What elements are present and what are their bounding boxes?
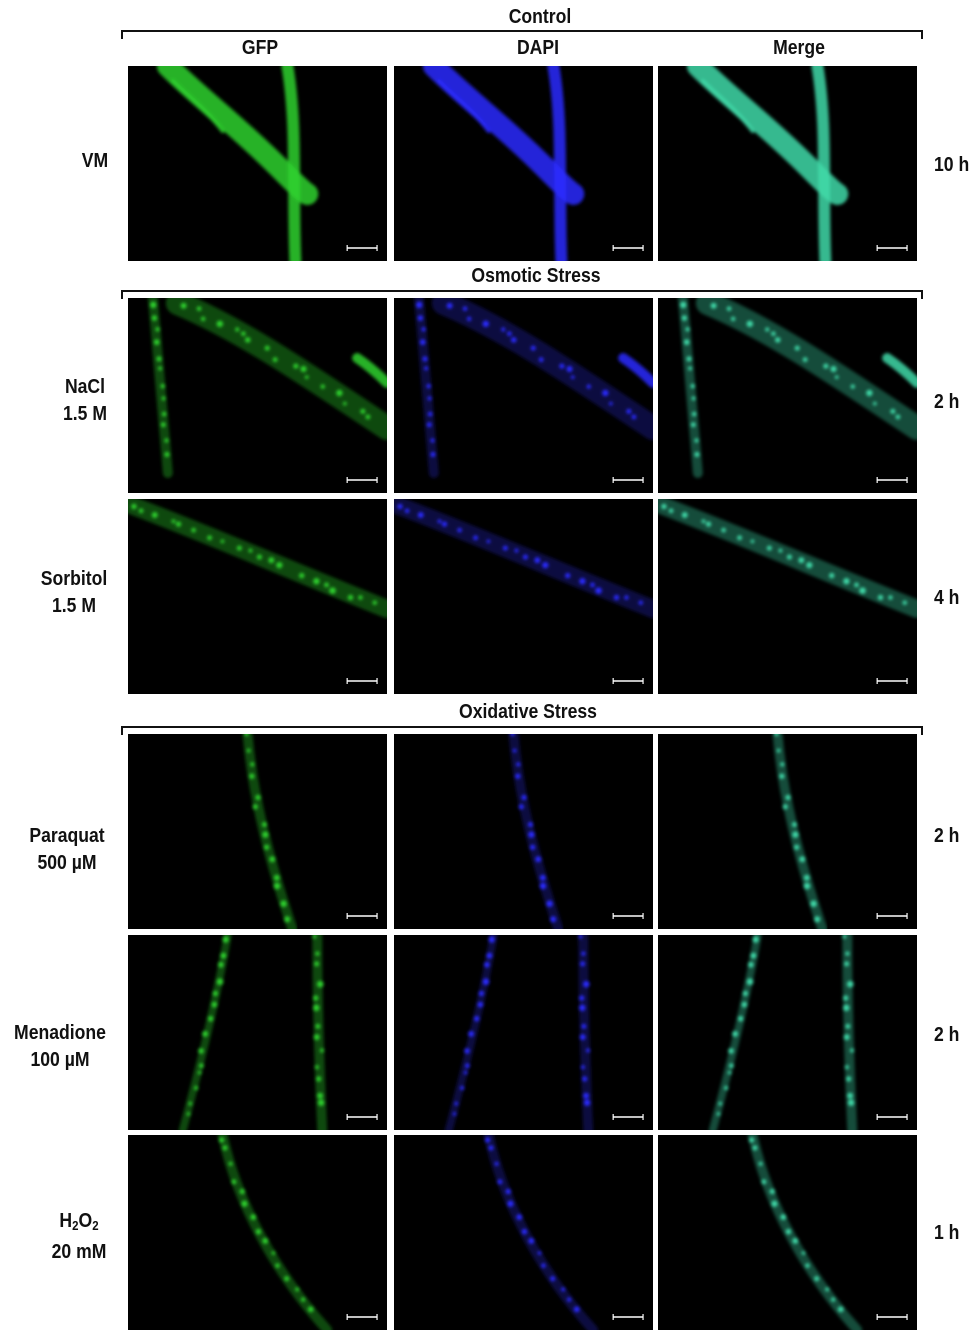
row-label-vm: VM [81, 150, 109, 172]
oxidative-bracket [121, 726, 923, 735]
micrograph-h2o2-dapi [394, 1135, 653, 1330]
row-label-h2o2: H2O2 20 mM [51, 1210, 107, 1263]
time-label-row-3: 4 h [934, 587, 960, 609]
micrograph-paraquat-merge [658, 734, 917, 929]
micrograph-sorbitol-merge [658, 499, 917, 694]
micrograph-vm-merge [658, 66, 917, 261]
row-label-menadione: Menadione 100 µM [14, 1022, 106, 1071]
scale-bar [612, 1314, 644, 1320]
micrograph-sorbitol-dapi [394, 499, 653, 694]
scale-bar [876, 477, 908, 483]
micrograph-vm-dapi [394, 66, 653, 261]
micrograph-nacl-gfp [128, 298, 387, 493]
scale-bar [346, 1314, 378, 1320]
micrograph-sorbitol-gfp [128, 499, 387, 694]
micrograph-paraquat-dapi [394, 734, 653, 929]
scale-bar [612, 913, 644, 919]
scale-bar [346, 678, 378, 684]
micrograph-vm-gfp [128, 66, 387, 261]
time-label-row-4: 2 h [934, 825, 960, 847]
scale-bar [876, 913, 908, 919]
column-header-dapi: DAPI [516, 37, 560, 59]
micrograph-nacl-dapi [394, 298, 653, 493]
column-header-merge: Merge [773, 37, 825, 59]
row-label-nacl: NaCl 1.5 M [62, 376, 108, 425]
row-label-paraquat: Paraquat 500 µM [29, 825, 105, 874]
section-title-osmotic: Osmotic Stress [471, 265, 601, 287]
micrograph-menadione-gfp [128, 935, 387, 1130]
time-label-row-5: 2 h [934, 1024, 960, 1046]
scale-bar [612, 245, 644, 251]
column-header-gfp: GFP [241, 37, 279, 59]
osmotic-bracket [121, 290, 923, 299]
scale-bar [612, 678, 644, 684]
micrograph-paraquat-gfp [128, 734, 387, 929]
micrograph-nacl-merge [658, 298, 917, 493]
time-label-row-1: 10 h [934, 154, 970, 176]
control-bracket [121, 30, 923, 39]
scale-bar [346, 913, 378, 919]
micrograph-h2o2-gfp [128, 1135, 387, 1330]
scale-bar [346, 1114, 378, 1120]
scale-bar [876, 678, 908, 684]
scale-bar [346, 477, 378, 483]
section-title-oxidative: Oxidative Stress [459, 701, 597, 723]
micrograph-h2o2-merge [658, 1135, 917, 1330]
scale-bar [612, 477, 644, 483]
scale-bar [876, 1114, 908, 1120]
time-label-row-6: 1 h [934, 1222, 960, 1244]
micrograph-menadione-dapi [394, 935, 653, 1130]
time-label-row-2: 2 h [934, 391, 960, 413]
section-title-control: Control [508, 6, 572, 28]
scale-bar [612, 1114, 644, 1120]
row-label-sorbitol: Sorbitol 1.5 M [40, 568, 108, 617]
scale-bar [876, 245, 908, 251]
micrograph-menadione-merge [658, 935, 917, 1130]
scale-bar [346, 245, 378, 251]
scale-bar [876, 1314, 908, 1320]
